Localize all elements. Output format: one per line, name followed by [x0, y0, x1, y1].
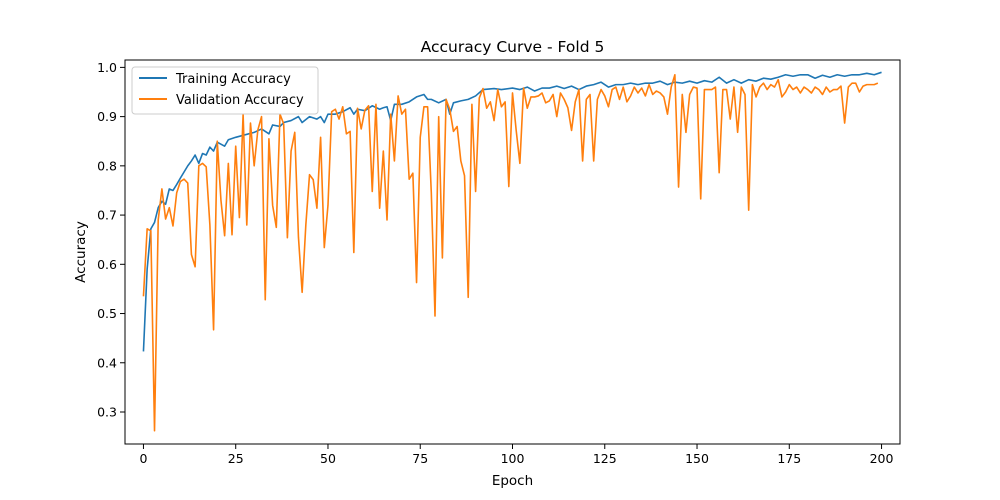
y-tick-label: 0.3	[97, 405, 117, 420]
plot-area	[142, 71, 882, 432]
x-tick-label: 125	[593, 451, 617, 466]
y-tick-label: 1.0	[97, 60, 117, 75]
x-axis: 0 25 50 75 100 125 150 175 200	[139, 444, 894, 466]
x-tick-label: 175	[777, 451, 801, 466]
y-axis: 0.3 0.4 0.5 0.6 0.7 0.8 0.9 1.0	[97, 60, 125, 420]
y-tick-label: 0.8	[97, 158, 117, 173]
x-tick-label: 75	[412, 451, 428, 466]
x-tick-label: 200	[870, 451, 894, 466]
training-accuracy-line	[142, 71, 882, 352]
y-tick-label: 0.6	[97, 257, 117, 272]
x-tick-label: 100	[501, 451, 525, 466]
x-tick-label: 50	[320, 451, 336, 466]
x-tick-label: 150	[685, 451, 709, 466]
x-axis-label: Epoch	[492, 473, 533, 489]
y-axis-label: Accuracy	[73, 221, 89, 283]
chart-title: Accuracy Curve - Fold 5	[421, 38, 605, 56]
legend: Training Accuracy Validation Accuracy	[131, 66, 319, 115]
legend-box	[131, 66, 319, 115]
y-tick-label: 0.5	[97, 306, 117, 321]
x-tick-label: 0	[139, 451, 147, 466]
validation-accuracy-line	[142, 73, 879, 432]
y-tick-label: 0.9	[97, 109, 117, 124]
legend-label-training: Training Accuracy	[175, 72, 291, 87]
x-tick-label: 25	[228, 451, 244, 466]
legend-label-validation: Validation Accuracy	[176, 93, 304, 108]
y-tick-label: 0.4	[97, 355, 117, 370]
y-tick-label: 0.7	[97, 208, 117, 223]
